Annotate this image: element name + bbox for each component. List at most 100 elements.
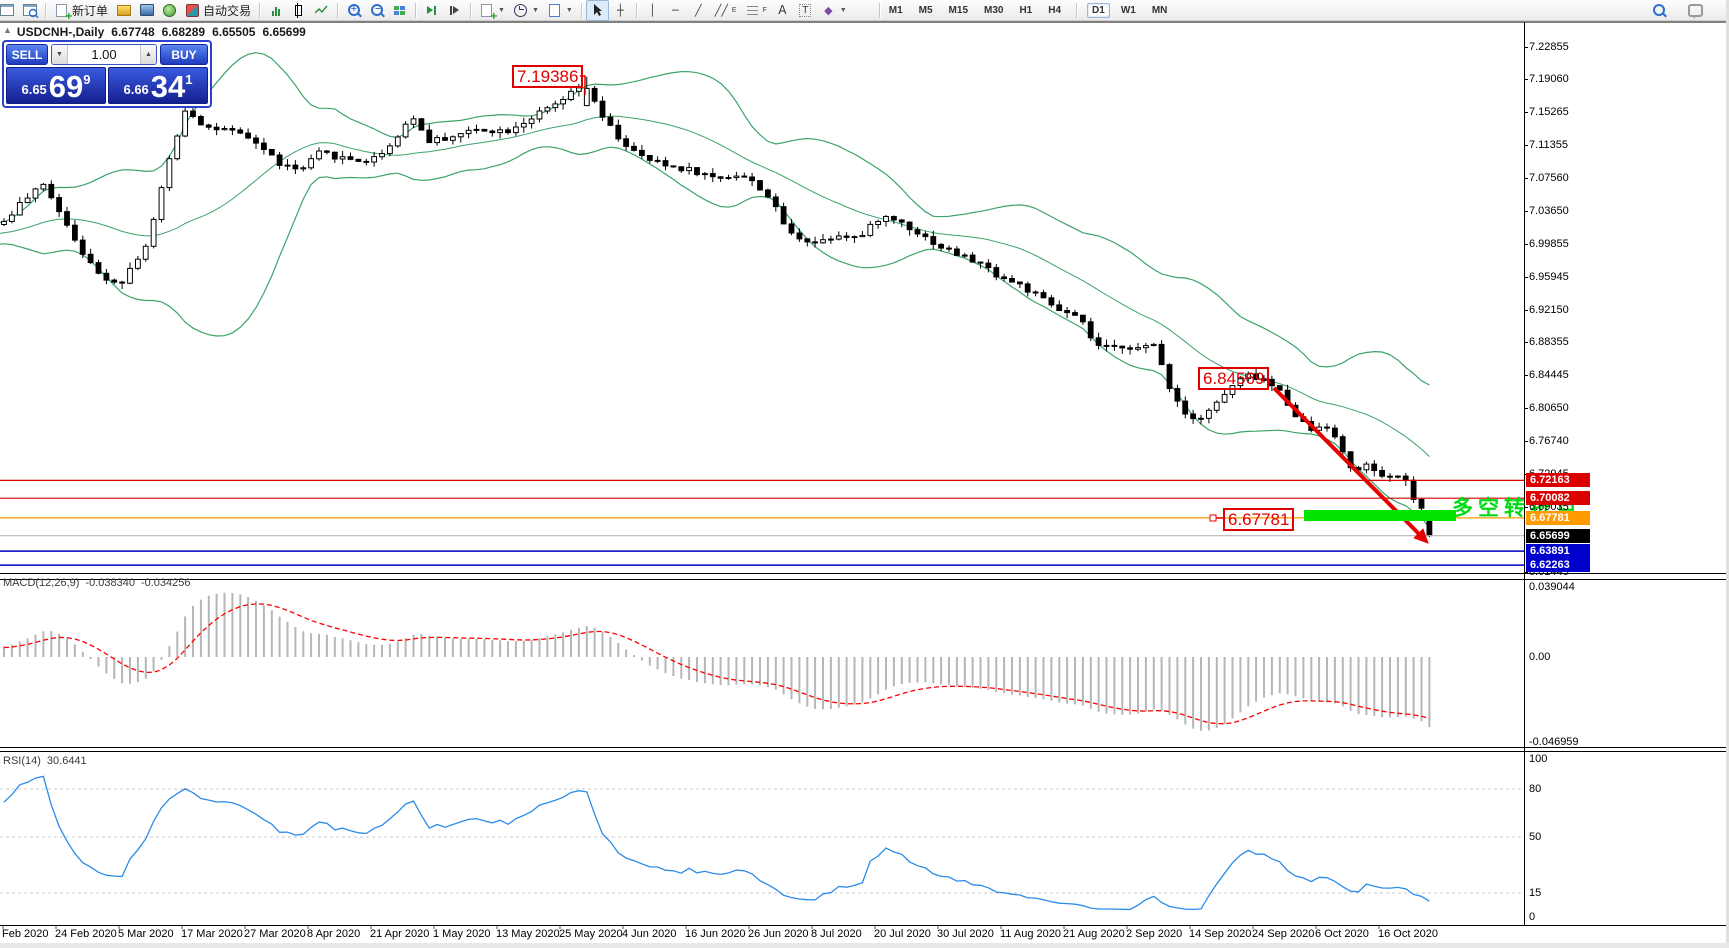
date-axis-label: 20 Jul 2020 [874, 928, 931, 940]
text-tool-button[interactable]: A [771, 0, 794, 21]
fibonacci-tool-button[interactable]: F [741, 0, 771, 21]
ask-price-panel[interactable]: 6.66 34 1 [108, 67, 208, 104]
new-order-button[interactable]: + 新订单 [50, 0, 112, 21]
price-label-swing-high[interactable]: 6.84569 [1198, 367, 1270, 390]
date-axis-label: 16 Oct 2020 [1378, 928, 1438, 940]
price-tick-dash [1524, 507, 1528, 508]
timeframe-m30-button[interactable]: M30 [984, 4, 1004, 16]
timeframe-w1-button[interactable]: W1 [1120, 4, 1136, 16]
cursor-icon [590, 3, 605, 18]
timeframe-d1-button[interactable]: D1 [1087, 2, 1110, 18]
price-tick-label: 6.84445 [1529, 369, 1569, 381]
chevron-down-icon: ▼ [565, 6, 573, 14]
timeframe-toolbar: M1 M5 M15 M30 H1 H4 D1 W1 MN [884, 2, 1173, 18]
buy-button[interactable]: BUY [160, 44, 208, 65]
bid-price-main: 69 [48, 69, 84, 104]
macd-signal-line [3, 603, 1430, 725]
price-label-support[interactable]: 6.67781 [1223, 508, 1295, 531]
price-tick-label: 7.11355 [1529, 139, 1568, 151]
text-label-tool-button[interactable]: T [794, 0, 817, 21]
candlesticks [1, 76, 1433, 538]
volume-down-button[interactable]: ▼ [52, 45, 68, 64]
macd-axis-label: 0.039044 [1529, 581, 1575, 593]
date-axis-label: 24 Sep 2020 [1252, 928, 1315, 940]
macd-main-value: -0.038340 [85, 577, 135, 589]
price-tick-dash [1524, 112, 1528, 113]
sell-button[interactable]: SELL [6, 44, 48, 65]
candle-chart-mode-button[interactable] [287, 0, 310, 21]
crosshair-tool-button[interactable]: ┼ [609, 0, 632, 21]
channel-letter: E [731, 6, 737, 14]
timeframe-h4-button[interactable]: H4 [1048, 4, 1062, 16]
market-watch-icon [116, 3, 131, 18]
toolbar-separator [580, 2, 582, 18]
volume-up-button[interactable]: ▲ [140, 45, 156, 64]
templates-button[interactable]: ▼ [543, 0, 577, 21]
label-connectors [580, 75, 1272, 519]
ask-price-pipette: 1 [185, 72, 193, 87]
bar-chart-mode-button[interactable] [264, 0, 287, 21]
chart-shift-button[interactable] [443, 0, 466, 21]
price-tick-dash [1524, 244, 1528, 245]
horizontal-line-tool-button[interactable]: ─ [664, 0, 687, 21]
price-tick-label: 6.92150 [1529, 304, 1569, 316]
date-ticks [2, 926, 1380, 929]
chart-symbol-period: USDCNH-,Daily [16, 25, 105, 39]
line-chart-mode-button[interactable] [310, 0, 333, 21]
date-axis-label: 24 Feb 2020 [55, 928, 117, 940]
arrows-tool-button[interactable]: ◆ ▼ [817, 0, 851, 21]
one-click-trading-panel: SELL ▼ 1.00 ▲ BUY 6.65 69 9 6.66 34 1 [2, 40, 212, 108]
news-button[interactable] [158, 0, 181, 21]
date-axis-label: 17 Mar 2020 [181, 928, 243, 940]
market-watch-button[interactable] [112, 0, 135, 21]
indicators-button[interactable]: + ▼ [475, 0, 509, 21]
toolbar-separator [635, 2, 637, 18]
tile-windows-button[interactable] [388, 0, 411, 21]
zoom-in-button[interactable]: + [342, 0, 365, 21]
rsi-axis-label: 80 [1529, 783, 1542, 795]
price-tick-label: 6.99855 [1529, 238, 1569, 250]
template-icon [547, 3, 562, 18]
volume-value[interactable]: 1.00 [91, 47, 117, 62]
support-zone-highlight[interactable] [1304, 510, 1456, 521]
cursor-tool-button[interactable] [585, 0, 609, 21]
date-axis-label: 8 Apr 2020 [307, 928, 361, 940]
fibo-letter: F [762, 6, 767, 14]
price-label-high[interactable]: 7.19386 [512, 65, 584, 88]
autotrading-button[interactable]: 自动交易 [181, 0, 255, 21]
zoom-out-button[interactable]: − [365, 0, 388, 21]
auto-scroll-button[interactable] [420, 0, 443, 21]
trendline-tool-button[interactable]: ╱ [687, 0, 710, 21]
periods-button[interactable]: ▼ [509, 0, 543, 21]
vertical-line-tool-button[interactable]: │ [641, 0, 664, 21]
collapse-arrow-icon[interactable]: ▲ [3, 25, 12, 35]
toolbar-separator [259, 2, 261, 18]
autotrading-label: 自动交易 [203, 3, 252, 18]
chat-icon[interactable] [1688, 3, 1703, 19]
ohlc-close: 6.65699 [262, 25, 306, 39]
timeframe-m15-button[interactable]: M15 [948, 4, 968, 16]
date-axis-label: 8 Jul 2020 [811, 928, 862, 940]
text-label-icon: T [798, 3, 813, 18]
price-badge: 6.72163 [1526, 473, 1590, 487]
date-axis-label: 16 Jun 2020 [685, 928, 746, 940]
timeframe-mn-button[interactable]: MN [1151, 4, 1168, 16]
channel-tool-button[interactable]: ╱╱ E [710, 0, 741, 21]
horizontal-levels[interactable] [0, 479, 1524, 566]
ohlc-low: 6.65505 [212, 25, 256, 39]
timeframe-m1-button[interactable]: M1 [888, 4, 903, 16]
data-window-button[interactable] [18, 0, 41, 21]
rsi-axis-label: 50 [1529, 831, 1542, 843]
clock-icon [513, 3, 528, 18]
timeframe-h1-button[interactable]: H1 [1019, 4, 1033, 16]
search-icon[interactable] [1651, 3, 1666, 18]
price-badge: 6.70082 [1526, 491, 1590, 505]
bid-price-panel[interactable]: 6.65 69 9 [6, 67, 106, 104]
timeframe-m5-button[interactable]: M5 [918, 4, 933, 16]
volume-stepper: ▼ 1.00 ▲ [51, 44, 157, 65]
price-tick-dash [1524, 441, 1528, 442]
ask-price-prefix: 6.66 [123, 82, 149, 97]
chart-window-button[interactable] [0, 0, 18, 21]
terminal-button[interactable] [135, 0, 158, 21]
